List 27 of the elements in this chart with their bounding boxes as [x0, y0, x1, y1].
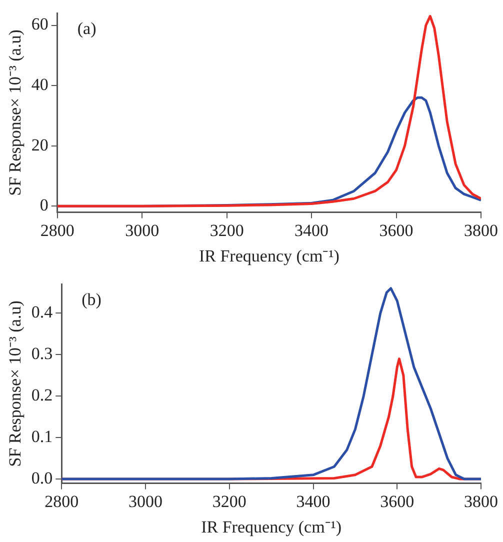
y-tick-label: 0.2: [31, 386, 53, 405]
y-tick-label: 0.3: [31, 344, 53, 364]
x-tick-label: 3600: [380, 492, 414, 511]
y-tick-label: 0.1: [31, 427, 53, 446]
x-tick-label: 3600: [379, 220, 414, 240]
x-tick-label: 3200: [210, 220, 244, 240]
x-axis-title: IR Frequency (cm⁻¹): [201, 517, 342, 536]
y-tick-label: 60: [31, 14, 48, 34]
x-tick-label: 3800: [464, 220, 498, 240]
x-tick-label: 3800: [464, 492, 498, 511]
annotation: (b): [82, 290, 102, 310]
x-tick-label: 3000: [128, 492, 163, 511]
annotation: (a): [77, 19, 96, 38]
y-tick-label: 0.0: [31, 468, 53, 488]
x-tick-label: 3400: [294, 220, 329, 240]
x-tick-label: 3200: [212, 492, 246, 511]
y-tick-label: 0.4: [31, 302, 54, 322]
x-tick-label: 2800: [40, 220, 74, 240]
x-tick-label: 3400: [296, 492, 330, 511]
x-tick-label: 2800: [44, 492, 79, 511]
x-axis-title: IR Frequency (cm⁻¹): [198, 246, 340, 266]
x-tick-label: 3000: [125, 220, 160, 240]
y-axis-title: SF Response× 10⁻³ (a.u): [6, 30, 25, 196]
y-axis-title: SF Response× 10⁻³ (a.u): [6, 300, 25, 467]
y-tick-label: 0: [40, 196, 48, 215]
y-tick-label: 40: [31, 75, 48, 94]
y-tick-label: 20: [31, 135, 48, 154]
